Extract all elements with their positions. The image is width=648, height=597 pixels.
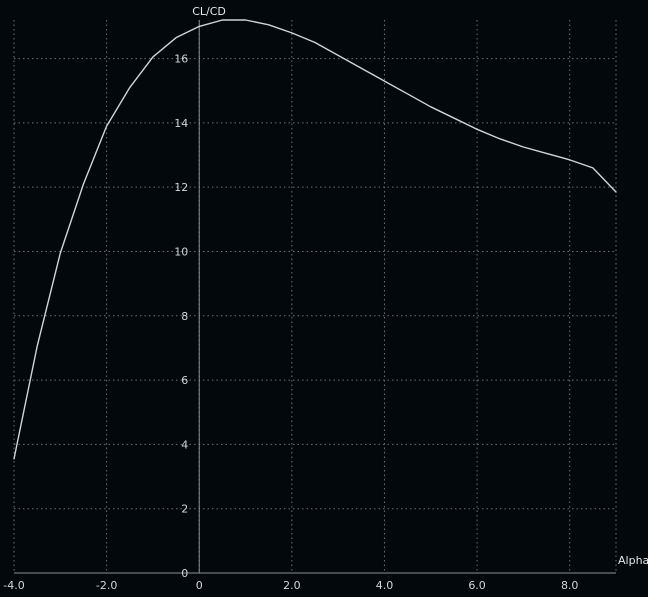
- labels: -4.0 -2.0 0 2.0 4.0 6.0 8.0 0 2 4 6 8 10 12 14 16: [3, 53, 578, 592]
- series-line: [13, 19, 617, 460]
- x-tick-label: 0: [196, 579, 203, 592]
- axes: [14, 20, 616, 574]
- y-tick-label: 4: [181, 438, 188, 451]
- grid: [13, 20, 617, 574]
- series-layer: [13, 19, 617, 460]
- y-tick-label: 6: [181, 374, 188, 387]
- y-tick-label: 14: [174, 117, 188, 130]
- y-tick-label: 2: [181, 503, 188, 516]
- y-tick-label: 16: [174, 53, 188, 66]
- x-axis-label: Alpha: [618, 554, 648, 567]
- y-tick-label: 10: [174, 245, 188, 258]
- x-tick-label: 8.0: [561, 579, 579, 592]
- x-tick-label: -4.0: [3, 579, 24, 592]
- y-tick-label: 0: [181, 567, 188, 580]
- x-tick-label: 6.0: [468, 579, 486, 592]
- x-tick-label: 4.0: [376, 579, 394, 592]
- y-tick-label: 12: [174, 181, 188, 194]
- y-tick-label: 8: [181, 310, 188, 323]
- y-axis-label: CL/CD: [192, 5, 226, 18]
- x-tick-label: 2.0: [283, 579, 301, 592]
- x-tick-label: -2.0: [96, 579, 117, 592]
